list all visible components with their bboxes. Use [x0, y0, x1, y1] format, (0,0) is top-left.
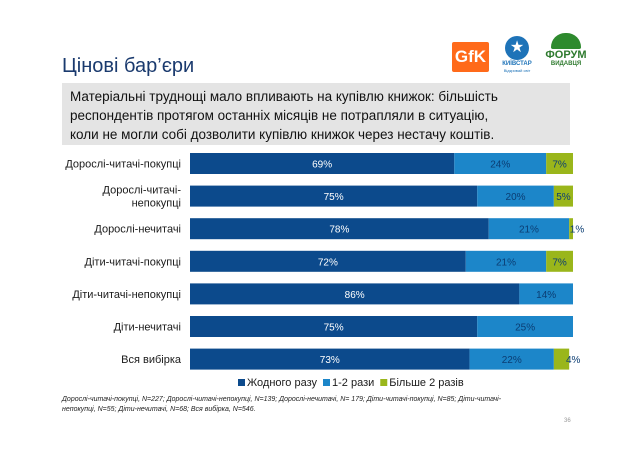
data-label: 22% [502, 355, 522, 366]
forum-logo-text: ФОРУМ [545, 49, 587, 61]
category-label: Діти-читачі-непокупці [72, 289, 181, 301]
slide-title: Цінові бар’єри [62, 55, 195, 77]
bar-segment [454, 153, 547, 174]
legend-swatch [380, 379, 388, 386]
data-label: 78% [329, 225, 349, 236]
data-label: 75% [324, 192, 344, 203]
data-label: 21% [519, 225, 539, 236]
data-label: 7% [552, 160, 567, 171]
bar-segment [465, 250, 547, 272]
kyivstar-logo-text: КИЇВСТАР [502, 61, 532, 67]
data-label: 24% [490, 160, 510, 171]
bar-segment [477, 185, 554, 207]
legend-label: Жодного разу [247, 377, 317, 389]
callout-line: Матеріальні труднощі мало впливають на к… [70, 89, 498, 104]
bar-segment [553, 185, 573, 207]
category-label: Дорослі-нечитачі [94, 224, 181, 236]
category-label: Дорослі-читачі- [103, 185, 182, 197]
data-label: 21% [496, 257, 516, 268]
category-label: Вся вибірка [121, 354, 182, 366]
summary-callout: Матеріальні труднощі мало впливають на к… [62, 83, 570, 145]
bar-segment [190, 250, 466, 272]
footnote-line: непокупці, N=55; Діти-нечитачі, N=68; Вс… [62, 406, 256, 413]
data-label: 73% [320, 355, 340, 366]
legend-label: 1-2 рази [332, 377, 374, 389]
category-label: Діти-читачі-покупці [85, 256, 181, 268]
data-label: 69% [312, 160, 332, 171]
gfk-logo: GfK [452, 42, 489, 72]
bar-segment [546, 153, 573, 174]
footnote-line: Дорослі-читачі-покупці, N=227; Дорослі-ч… [62, 396, 502, 403]
bar-segment [469, 348, 554, 370]
bar-segment [546, 250, 573, 272]
bar-segment [519, 283, 573, 305]
data-label: 72% [318, 257, 338, 268]
forum-logo-subtext: ВИДАВЦЯ [550, 61, 582, 67]
data-label: 1% [570, 225, 585, 236]
category-label: непокупці [132, 198, 181, 210]
bar-segment [190, 316, 478, 337]
forum-logo: ФОРУМ ВИДАВЦЯ [541, 33, 591, 77]
data-label: 25% [515, 323, 535, 334]
category-label: Діти-нечитачі [114, 322, 181, 334]
data-label: 75% [324, 323, 344, 334]
legend-swatch [323, 379, 330, 386]
bar-segment [190, 218, 489, 240]
bar-segment [569, 218, 573, 240]
star-icon: ★ [505, 36, 529, 60]
legend-label: Більше 2 разів [389, 377, 464, 389]
callout-line: респондентів протягом останніх місяців н… [70, 108, 489, 123]
data-label: 86% [345, 290, 365, 301]
data-label: 5% [556, 192, 571, 203]
kyivstar-logo-subtext: Відкривай світ [503, 68, 531, 73]
data-label: 14% [536, 290, 556, 301]
callout-line: коли не могли собі дозволити купівлю кни… [70, 127, 495, 142]
bar-segment [488, 218, 570, 240]
bar-segment [190, 185, 478, 207]
category-label: Дорослі-читачі-покупці [65, 159, 181, 171]
data-label: 7% [552, 257, 567, 268]
data-label: 20% [506, 192, 526, 203]
sample-footnote: Дорослі-читачі-покупці, N=227; Дорослі-ч… [62, 395, 562, 415]
bar-segment [190, 348, 470, 370]
page-number: 36 [564, 418, 571, 424]
data-label: 4% [566, 355, 581, 366]
bar-segment [477, 316, 573, 337]
legend-swatch [238, 379, 245, 386]
kyivstar-logo: ★ КИЇВСТАР Відкривай світ [497, 36, 537, 76]
bar-segment [190, 283, 520, 305]
bar-segment [553, 348, 570, 370]
bar-segment [190, 153, 455, 174]
leaf-icon [551, 33, 581, 49]
